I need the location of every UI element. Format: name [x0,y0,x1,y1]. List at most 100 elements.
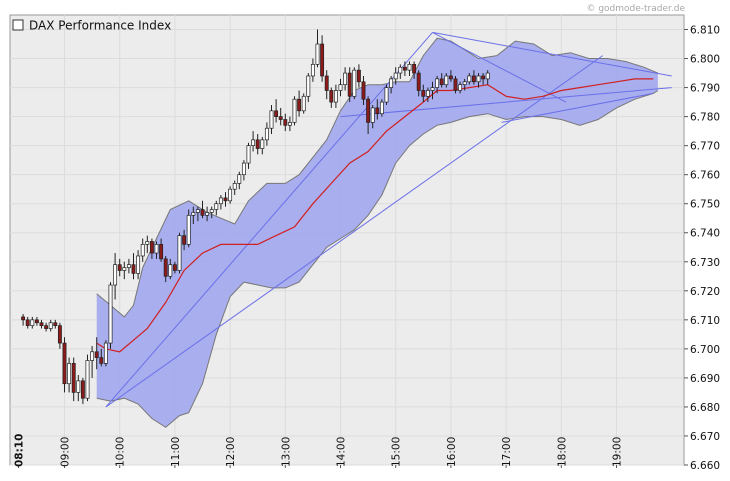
candle-body [361,81,366,100]
candle [264,122,269,146]
candle [255,134,260,155]
y-tick-label: 6.660 [690,460,720,472]
candle-body [458,84,463,91]
candle-body [412,64,417,74]
y-tick-label: 6.760 [690,170,720,182]
y-tick-label: 6.700 [690,344,720,356]
candle-body [57,325,62,344]
candle [67,357,72,393]
candle-body [255,139,260,149]
candle-body [347,72,352,97]
candle [232,180,237,195]
candle [21,314,26,326]
y-tick-label: 6.690 [690,373,720,385]
candle-body [172,264,177,271]
candle [168,258,173,280]
candle-body [444,75,449,86]
candle [163,255,168,283]
candle-body [159,244,164,260]
candle [398,64,403,79]
candle-body [223,197,228,202]
x-axis: 08:10 09:00 10:00 11:00 12:00 13:00 14:00 15:00… [14,434,624,468]
candle-body [191,212,196,216]
candle [278,107,283,126]
candle [214,200,219,216]
candle-body [292,98,297,123]
candle [370,105,375,129]
candle-body [315,43,320,65]
candle [462,78,467,91]
candle-body [416,72,421,91]
candle-body [398,66,403,74]
candle [113,253,118,300]
candle [361,75,366,105]
y-tick-label: 6.810 [690,25,720,37]
x-tick-label: 13:00 [280,437,292,467]
candle [122,261,127,280]
candle [237,171,242,190]
x-tick-label: 19:00 [612,437,624,467]
candle-body [232,183,237,190]
candle-body [324,75,329,91]
candle [140,238,145,262]
candle-body [407,64,412,71]
candle-body [113,264,118,286]
watermark: © godmode-trader.de [586,4,685,14]
trendline [432,31,567,103]
candle [126,258,131,274]
candle [467,73,472,85]
candle-body [375,107,380,115]
candle-body [343,72,348,86]
y-axis: 6.660 6.670 6.680 6.690 6.700 6.710 6.720 6.730… [684,25,720,472]
candle-body [34,319,39,324]
candle [476,73,481,88]
x-tick-label: 17:00 [501,437,513,467]
candle [389,75,394,94]
candle [71,357,76,402]
y-tick-label: 6.770 [690,141,720,153]
x-tick-label: 10:00 [115,437,127,467]
candle-body [117,264,122,271]
candle-body [352,69,357,97]
candle [343,67,348,91]
candle [117,258,122,277]
candle-body [421,90,426,97]
candle-body [384,87,389,103]
candle [352,67,357,100]
candle [379,99,384,117]
candle-body [297,98,302,112]
candle-body [278,116,283,120]
candle [62,337,67,393]
candle [430,81,435,100]
candle-body [430,87,435,91]
candle-body [195,209,200,213]
candle [48,319,53,332]
candle [103,340,108,367]
moving-average-line [96,78,654,353]
candle-body [94,351,99,358]
x-tick-label: 18:00 [556,437,568,467]
candle [407,61,412,76]
candles [21,29,490,405]
candle [53,319,58,329]
candle-body [329,90,334,103]
candle-body [393,72,398,80]
candle [366,96,371,135]
candle [347,67,352,103]
candle-body [228,188,233,202]
candle [329,87,334,108]
candle-body [214,203,219,210]
candle-body [186,214,191,245]
candle-body [251,139,256,146]
candle-body [200,209,205,216]
candle-body [338,84,343,91]
candle [223,192,228,207]
chart-title: DAX Performance Index [29,19,171,33]
candle-body [306,75,311,97]
candle-body [320,43,325,77]
trendline [105,55,603,408]
x-tick-label: 14:00 [336,437,348,467]
candle [448,70,453,82]
candle-body [241,162,246,176]
